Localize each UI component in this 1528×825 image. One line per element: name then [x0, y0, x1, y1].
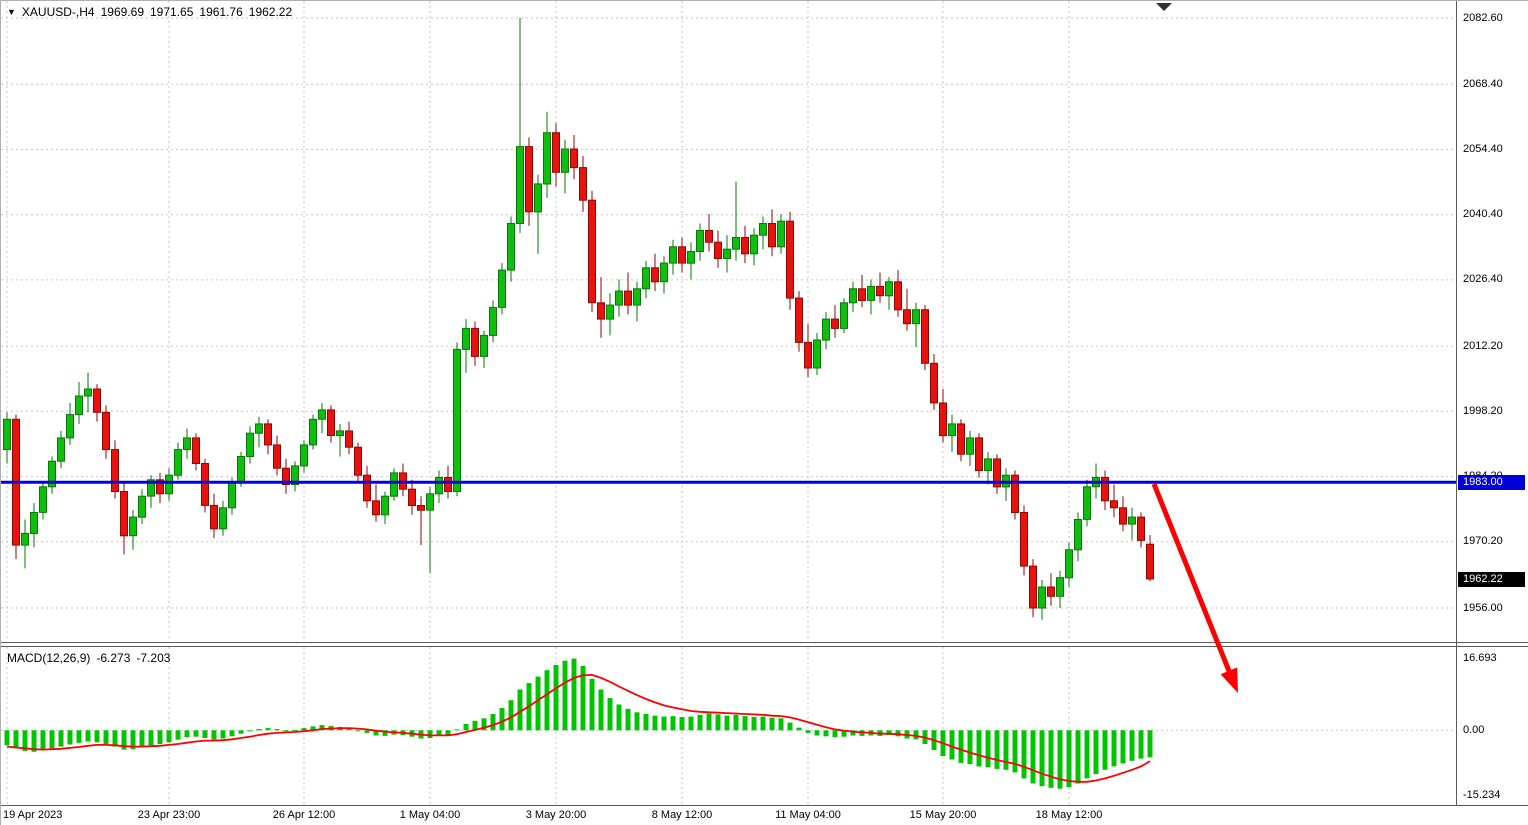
last-price-tag: 1962.22 — [1458, 572, 1525, 587]
ohlc-low: 1961.76 — [199, 5, 243, 19]
main-chart[interactable] — [1, 1, 1457, 642]
macd-signal-value: -7.203 — [136, 651, 171, 665]
price-axis-label: 2040.40 — [1463, 208, 1503, 220]
time-grid — [6, 1, 1070, 641]
time-axis-label: 26 Apr 12:00 — [272, 809, 336, 821]
ohlc-high: 1971.65 — [150, 5, 194, 19]
price-axis-label: 2012.20 — [1463, 340, 1503, 352]
ohlc-close: 1962.22 — [248, 5, 293, 19]
macd-axis-label: -15.234 — [1463, 789, 1501, 801]
macd-header: MACD(12,26,9) -6.273 -7.203 — [7, 651, 170, 665]
price-axis-separator[interactable] — [1456, 1, 1457, 805]
time-axis-label: 23 Apr 23:00 — [137, 809, 201, 821]
price-axis-label: 2026.40 — [1463, 273, 1503, 285]
macd-main-value: -6.273 — [96, 651, 131, 665]
time-axis-label: 18 May 12:00 — [1035, 809, 1103, 821]
time-axis-label: 3 May 20:00 — [525, 809, 587, 821]
time-axis-label: 15 May 20:00 — [909, 809, 977, 821]
macd-axis[interactable]: 16.693 0.00 -15.234 — [1457, 647, 1528, 805]
axis-separator — [1, 805, 1528, 806]
panel-separator[interactable] — [1, 642, 1528, 643]
symbol-header: ▼ XAUUSD-,H4 1969.69 1971.65 1961.76 196… — [7, 5, 292, 19]
price-axis-label: 1970.20 — [1463, 535, 1503, 547]
candlesticks — [3, 18, 1154, 620]
macd-signal-line — [6, 673, 1151, 783]
time-axis-label: 8 May 12:00 — [651, 809, 713, 821]
time-axis-label: 1 May 04:00 — [399, 809, 461, 821]
time-axis-label: 11 May 04:00 — [775, 809, 841, 821]
price-axis-label: 2054.40 — [1463, 143, 1503, 155]
ohlc-open: 1969.69 — [100, 5, 144, 19]
macd-axis-label: 0.00 — [1463, 724, 1485, 736]
macd-indicator-name: MACD(12,26,9) — [7, 651, 91, 665]
price-axis-label: 1956.00 — [1463, 602, 1503, 614]
price-axis[interactable]: 2082.60 2068.40 2054.40 2040.40 2026.40 2012.… — [1457, 1, 1528, 642]
macd-indicator-panel[interactable] — [1, 647, 1457, 805]
macd-histogram — [4, 658, 1153, 789]
panel-separator[interactable] — [1, 646, 1528, 647]
symbol-name: XAUUSD-,H4 — [21, 5, 95, 19]
symbol-dropdown-icon[interactable]: ▼ — [7, 7, 16, 17]
price-axis-label: 1998.20 — [1463, 405, 1503, 417]
price-axis-label: 2068.40 — [1463, 78, 1503, 90]
price-axis-label: 2082.60 — [1463, 12, 1503, 24]
hline-price-tag: 1983.00 — [1458, 475, 1525, 490]
time-axis[interactable]: 19 Apr 2023 23 Apr 23:00 26 Apr 12:00 1 May… — [1, 805, 1528, 825]
macd-axis-label: 16.693 — [1463, 652, 1497, 664]
time-axis-label: 19 Apr 2023 — [3, 809, 63, 821]
